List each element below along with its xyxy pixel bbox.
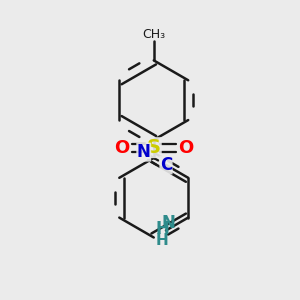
Text: O: O (178, 139, 194, 157)
Text: N: N (162, 214, 176, 232)
Text: O: O (114, 139, 129, 157)
Text: H: H (155, 220, 169, 238)
Text: H: H (156, 233, 169, 248)
Text: N: N (137, 143, 151, 161)
Text: S: S (147, 138, 161, 157)
Text: CH₃: CH₃ (142, 28, 165, 41)
Text: C: C (160, 156, 172, 174)
